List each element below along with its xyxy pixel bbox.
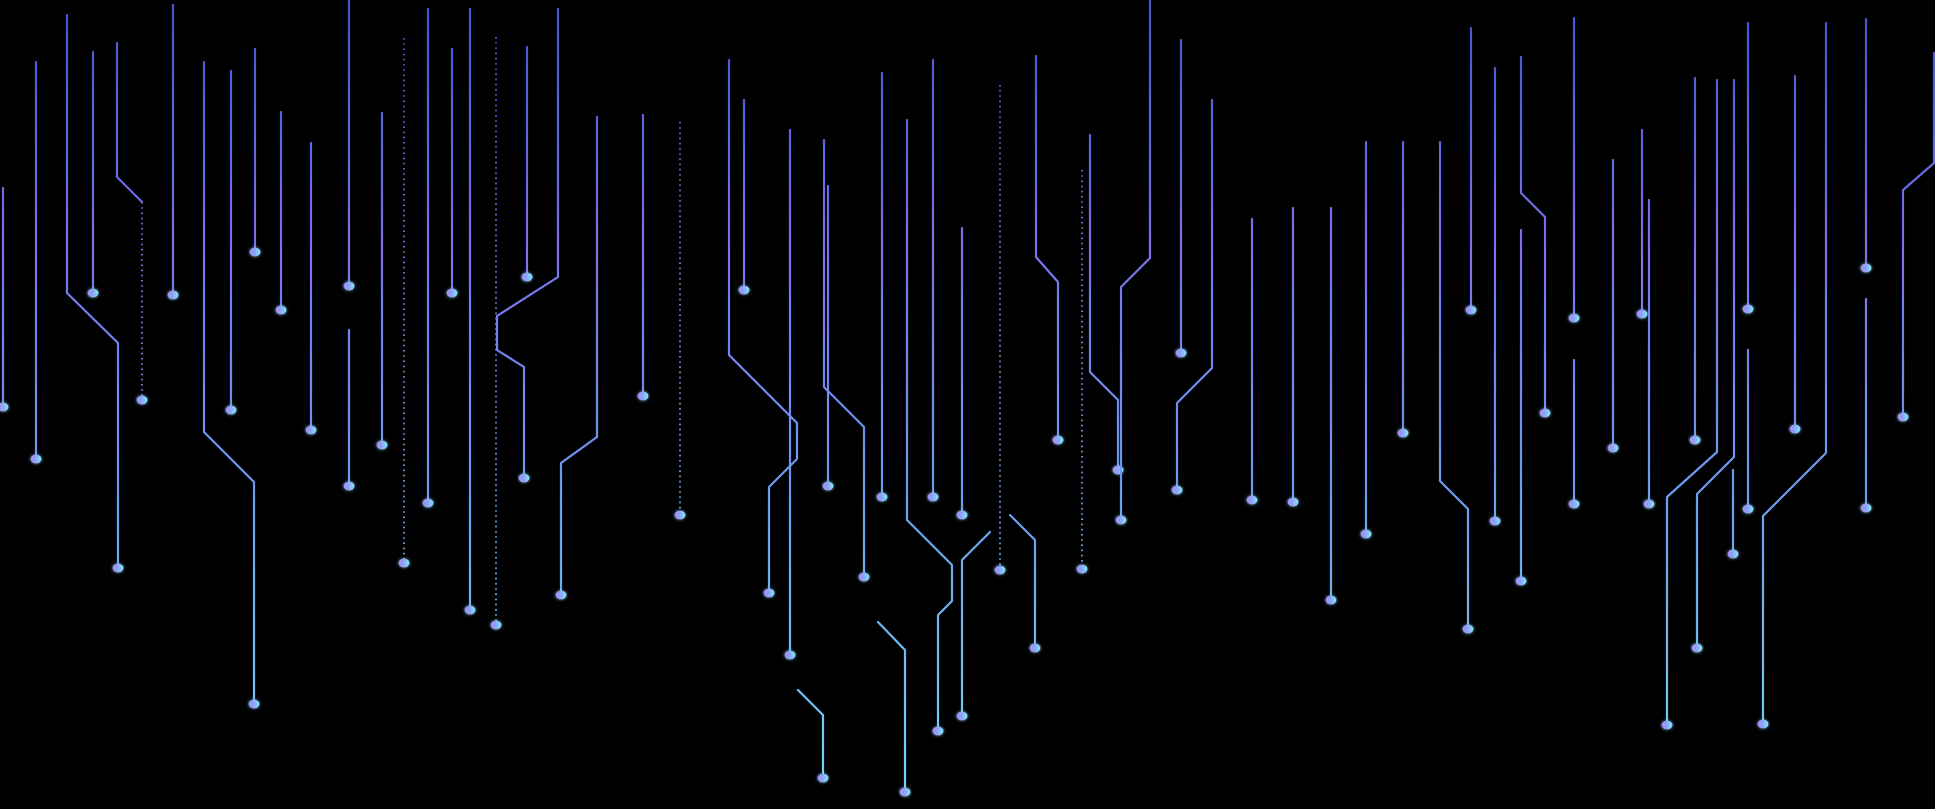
circuit-node-dot — [1171, 485, 1183, 495]
circuit-node-dot — [112, 563, 124, 573]
circuit-node-dot — [1691, 643, 1703, 653]
circuit-trace-line — [876, 620, 907, 794]
circuit-node-dot — [1689, 435, 1701, 445]
circuit-trace-line — [1761, 21, 1828, 726]
circuit-trace-line — [1665, 78, 1719, 727]
circuit-node-dot — [763, 588, 775, 598]
circuit-node-dot — [555, 590, 567, 600]
circuit-node-dot — [1661, 720, 1673, 730]
circuit-trace-line — [1175, 98, 1214, 492]
circuit-node-dot — [1568, 313, 1580, 323]
circuit-trace-line — [495, 7, 560, 480]
circuit-node-dot — [249, 247, 261, 257]
circuit-node-dot — [876, 492, 888, 502]
circuit-trace-line — [559, 115, 599, 597]
circuit-node-dot — [1789, 424, 1801, 434]
circuit-node-dot — [1897, 412, 1909, 422]
circuit-trace-line — [1519, 55, 1547, 415]
circuit-node-dot — [1727, 549, 1739, 559]
circuit-trace-line — [1119, 0, 1152, 522]
circuit-node-dot — [1287, 497, 1299, 507]
circuit-node-dot — [1860, 263, 1872, 273]
circuit-node-dot — [490, 620, 502, 630]
circuit-node-dot — [994, 565, 1006, 575]
circuit-node-dot — [899, 787, 911, 797]
circuit-node-dot — [518, 473, 530, 483]
circuit-node-dot — [637, 391, 649, 401]
circuit-node-dot — [87, 288, 99, 298]
circuit-node-dot — [376, 440, 388, 450]
circuit-node-dot — [1539, 408, 1551, 418]
circuit-node-dot — [1052, 435, 1064, 445]
circuit-node-dot — [1742, 304, 1754, 314]
circuit-node-dot — [1860, 503, 1872, 513]
circuit-node-dot — [927, 492, 939, 502]
circuit-node-dot — [136, 395, 148, 405]
circuit-node-dot — [248, 699, 260, 709]
circuit-node-dot — [1076, 564, 1088, 574]
circuit-node-dot — [521, 272, 533, 282]
circuit-node-dot — [1636, 309, 1648, 319]
circuit-node-dot — [1029, 643, 1041, 653]
circuit-node-dot — [343, 281, 355, 291]
circuit-node-dot — [275, 305, 287, 315]
circuit-node-dot — [1568, 499, 1580, 509]
circuit-trace-line — [1438, 140, 1470, 631]
circuit-node-dot — [343, 481, 355, 491]
circuit-node-dot — [932, 726, 944, 736]
circuit-node-dot — [674, 510, 686, 520]
circuit-node-dot — [1607, 443, 1619, 453]
circuit-node-dot — [956, 711, 968, 721]
circuit-node-dot — [167, 290, 179, 300]
circuit-node-dot — [1462, 624, 1474, 634]
circuit-trace-line — [822, 138, 866, 579]
circuit-trace-line — [1901, 51, 1935, 419]
circuit-node-dot — [30, 454, 42, 464]
circuit-node-dot — [1465, 305, 1477, 315]
circuit-trace-line — [1008, 513, 1037, 650]
circuit-node-dot — [0, 402, 9, 412]
circuit-trace-line — [1034, 54, 1060, 442]
circuit-trace-line — [727, 58, 799, 595]
circuit-trace-line — [1695, 78, 1736, 650]
circuit-node-dot — [398, 558, 410, 568]
circuit-node-dot — [817, 773, 829, 783]
circuit-node-dot — [1643, 499, 1655, 509]
circuit-node-dot — [822, 481, 834, 491]
circuit-node-dot — [1515, 576, 1527, 586]
circuit-node-dot — [858, 572, 870, 582]
circuit-node-dot — [225, 405, 237, 415]
circuit-node-dot — [305, 425, 317, 435]
circuit-node-dot — [464, 605, 476, 615]
circuit-node-dot — [1175, 348, 1187, 358]
circuit-node-dot — [738, 285, 750, 295]
circuit-node-dot — [784, 650, 796, 660]
circuit-node-dot — [1489, 516, 1501, 526]
circuit-trace-line — [65, 13, 120, 570]
circuit-node-dot — [1115, 515, 1127, 525]
circuit-trace-line — [905, 118, 954, 733]
circuit-trace-line — [202, 60, 256, 706]
circuit-node-dot — [1325, 595, 1337, 605]
circuit-node-dot — [1397, 428, 1409, 438]
circuit-node-dot — [1742, 504, 1754, 514]
circuit-node-dot — [422, 498, 434, 508]
circuit-node-dot — [1360, 529, 1372, 539]
circuit-node-dot — [956, 510, 968, 520]
circuit-node-dot — [446, 288, 458, 298]
circuit-trace-line — [115, 41, 144, 204]
circuit-node-dot — [1757, 719, 1769, 729]
circuit-trace-line — [796, 688, 825, 780]
circuit-node-dot — [1246, 495, 1258, 505]
circuit-trace-line — [1088, 133, 1120, 472]
circuit-trace-line — [960, 530, 992, 718]
